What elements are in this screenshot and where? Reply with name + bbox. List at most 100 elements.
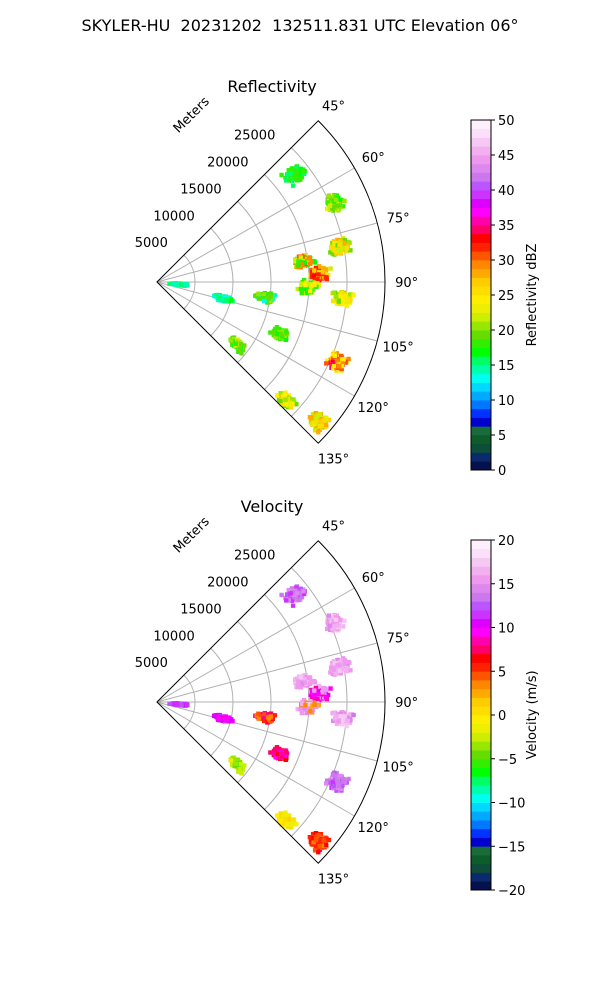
echo-gate <box>288 405 294 410</box>
colorbar-segment <box>471 155 491 165</box>
echo-cluster <box>330 709 356 729</box>
echo-gate <box>290 603 296 608</box>
echo-gate <box>278 331 284 336</box>
azimuth-tick-label: 120° <box>358 821 389 836</box>
echo-cluster <box>293 253 318 270</box>
echo-gate <box>315 413 320 418</box>
range-tick-label: 20000 <box>207 156 248 171</box>
echo-gate <box>287 821 292 827</box>
colorbar-segment <box>471 732 491 742</box>
colorbar-tick-label: 25 <box>498 289 515 304</box>
echo-gate <box>331 290 336 296</box>
velocity-panel: Velocity 45°60°75°90°105°120°135°5000100… <box>135 497 540 899</box>
echo-gate <box>329 665 334 670</box>
echo-gate <box>323 275 329 280</box>
range-tick-label: 5000 <box>135 656 168 671</box>
echo-gate <box>279 592 284 598</box>
echo-gate <box>303 282 308 288</box>
echo-gate <box>277 327 282 332</box>
colorbar-segment <box>471 303 491 313</box>
echo-gate <box>294 822 299 827</box>
echo-gate <box>334 363 340 369</box>
azimuth-tick-label: 75° <box>387 211 410 226</box>
echo-gate <box>351 712 356 718</box>
colorbar-segment <box>471 321 491 331</box>
echo-gate <box>300 281 305 286</box>
echo-gate <box>326 613 332 618</box>
echo-gate <box>323 687 329 692</box>
echo-gate <box>324 416 329 421</box>
echo-gate <box>315 833 320 838</box>
echo-cluster <box>307 410 332 435</box>
echo-gate <box>312 702 317 707</box>
echo-gate <box>308 283 314 288</box>
range-tick-label: 10000 <box>153 209 194 224</box>
echo-gate <box>316 429 321 435</box>
echo-gate <box>341 776 346 782</box>
echo-gate <box>284 329 289 334</box>
echo-gate <box>334 671 339 676</box>
colorbar-segment <box>471 172 491 182</box>
echo-gate <box>318 416 324 422</box>
echo-gate <box>272 293 278 298</box>
echo-cluster <box>228 755 247 776</box>
echo-gate <box>299 710 304 716</box>
echo-gate <box>284 598 289 603</box>
echo-gate <box>321 266 326 271</box>
echo-gate <box>295 286 300 292</box>
colorbar-segment <box>471 373 491 383</box>
echo-gate <box>300 708 305 713</box>
echo-gate <box>311 416 316 421</box>
echo-gate <box>336 719 341 724</box>
colorbar-segment <box>471 233 491 243</box>
echo-gate <box>290 821 295 827</box>
colorbar-tick-label: 20 <box>498 324 515 339</box>
echo-gate <box>301 588 306 594</box>
echo-gate <box>324 781 329 786</box>
echo-gate <box>296 682 301 688</box>
echo-gate <box>302 285 307 291</box>
echo-gate <box>342 294 347 299</box>
azimuth-spoke <box>156 281 355 397</box>
echo-gate <box>334 783 340 789</box>
echo-gate <box>290 170 295 176</box>
echo-gate <box>299 290 304 296</box>
echo-gate <box>295 706 300 712</box>
echo-gate <box>316 264 322 269</box>
colorbar-segment <box>471 461 491 471</box>
echo-gate <box>233 341 238 346</box>
colorbar-segment <box>471 330 491 340</box>
echo-gate <box>337 242 342 248</box>
echo-gate <box>237 766 242 772</box>
echo-gate <box>307 288 313 294</box>
azimuth-tick-label: 60° <box>362 571 385 586</box>
echo-gate <box>265 720 270 725</box>
radar-echoes <box>167 164 356 435</box>
echo-gate <box>331 247 337 252</box>
colorbar-segment <box>471 863 491 873</box>
echo-gate <box>281 749 286 754</box>
colorbar-segment <box>471 277 491 287</box>
colorbar-segment <box>471 837 491 847</box>
echo-gate <box>306 676 311 681</box>
echo-gate <box>312 282 317 287</box>
echo-gate <box>342 198 347 204</box>
echo-gate <box>290 597 295 602</box>
echo-gate <box>346 776 351 782</box>
echo-gate <box>284 178 289 183</box>
colorbar-segment <box>471 750 491 760</box>
colorbar-segment <box>471 872 491 882</box>
colorbar-segment <box>471 137 491 147</box>
echo-gate <box>296 262 301 268</box>
colorbar-segment <box>471 627 491 637</box>
echo-gate <box>324 358 330 363</box>
figure-title: SKYLER-HU 20231202 132511.831 UTC Elevat… <box>81 16 519 35</box>
echo-cluster <box>253 290 278 305</box>
echo-gate <box>283 397 288 402</box>
azimuth-tick-label: 75° <box>387 631 410 646</box>
echo-gate <box>340 360 346 366</box>
echo-gate <box>326 837 332 843</box>
echo-gate <box>339 366 344 372</box>
echo-gate <box>294 170 300 176</box>
echo-gate <box>268 298 273 304</box>
